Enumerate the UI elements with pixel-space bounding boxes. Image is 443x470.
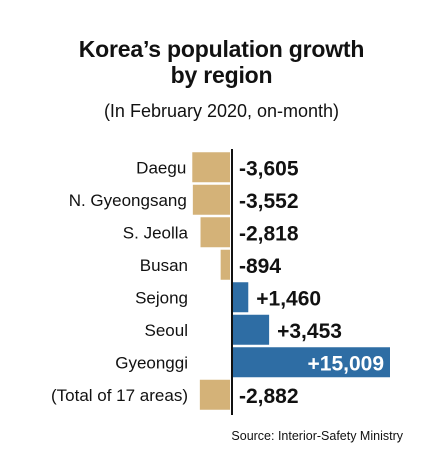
value-label: -2,882 [239, 385, 299, 408]
bar-6 [233, 347, 390, 378]
bar-0 [192, 152, 230, 183]
value-label: +15,009 [308, 352, 385, 375]
source-note: Source: Interior-Safety Ministry [231, 429, 403, 443]
category-label: S. Jeolla [123, 223, 189, 242]
value-label: -2,818 [239, 222, 299, 245]
category-label: Gyeonggi [115, 353, 188, 372]
category-label: Daegu [136, 158, 186, 177]
value-label: +3,453 [277, 320, 342, 343]
category-label: Sejong [135, 288, 188, 307]
value-label: -3,605 [239, 157, 299, 180]
value-label: -894 [239, 255, 281, 278]
chart-subtitle: (In February 2020, on-month) [103, 101, 340, 121]
bar-4 [233, 282, 249, 313]
category-label: Seoul [145, 321, 188, 340]
bar-2 [200, 217, 230, 248]
category-label: (Total of 17 areas) [51, 386, 188, 405]
value-label: -3,552 [239, 190, 299, 213]
category-label: Busan [140, 256, 188, 275]
chart-title-line-1: Korea’s population growth [78, 36, 365, 62]
bar-3 [220, 249, 230, 280]
chart-title-line-2: by region [170, 62, 273, 88]
bar-7 [199, 379, 230, 410]
value-label: +1,460 [256, 287, 321, 310]
bar-1 [192, 184, 230, 215]
bar-5 [233, 314, 270, 345]
category-label: N. Gyeongsang [69, 191, 187, 210]
